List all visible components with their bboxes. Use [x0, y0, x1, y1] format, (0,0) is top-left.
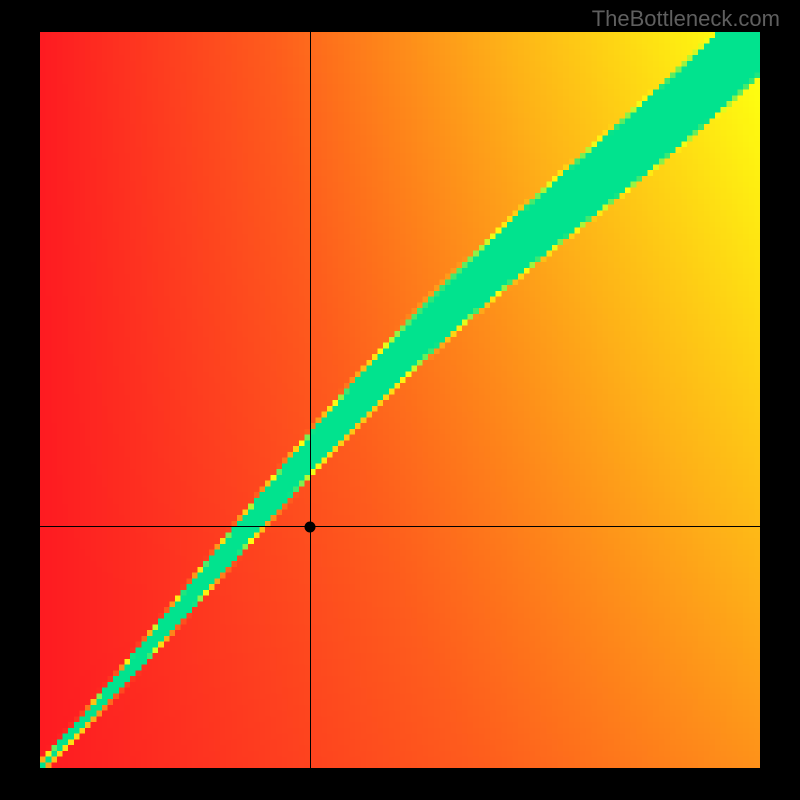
chart-container: TheBottleneck.com [0, 0, 800, 800]
bottleneck-heatmap [40, 32, 760, 768]
attribution-text: TheBottleneck.com [592, 6, 780, 32]
crosshair-marker [305, 521, 316, 532]
crosshair-horizontal [40, 526, 760, 527]
crosshair-vertical [310, 32, 311, 768]
